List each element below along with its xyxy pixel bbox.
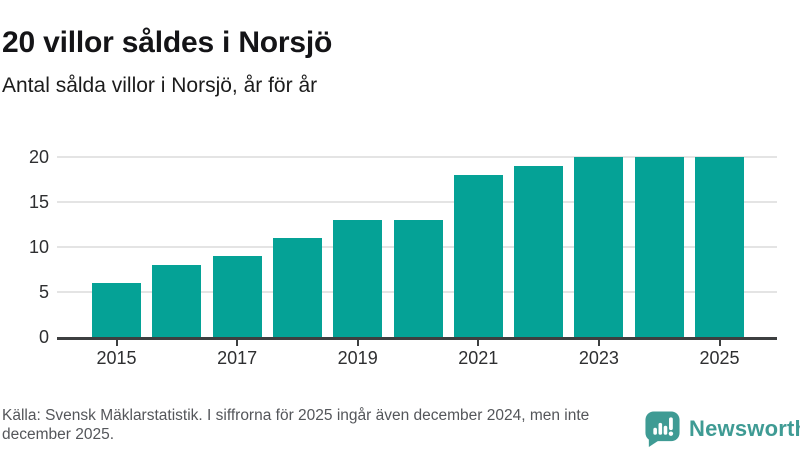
x-tick-2017 <box>236 340 239 346</box>
x-tick-label: 2019 <box>337 348 378 368</box>
chart-subtitle: Antal sålda villor i Norsjö, år för år <box>2 74 318 97</box>
bar-2025 <box>695 157 744 337</box>
x-tick-label: 2023 <box>578 348 619 368</box>
bar-2018 <box>272 238 322 337</box>
gridline-y-20 <box>57 156 777 158</box>
bar-2015 <box>92 283 141 337</box>
y-tick-label: 0 <box>38 327 49 347</box>
bar-2020 <box>393 220 443 337</box>
newsworthy-wordmark: Newsworthy <box>689 416 800 441</box>
x-axis-line <box>57 337 777 340</box>
source-note: Källa: Svensk Mäklarstatistik. I siffror… <box>2 407 590 443</box>
bar-2021 <box>453 175 503 337</box>
x-tick-2019 <box>356 340 359 346</box>
bar-2016 <box>152 265 202 337</box>
newsworthy-logo: Newsworthy <box>643 410 800 448</box>
chart-title: 20 villor såldes i Norsjö <box>2 26 333 60</box>
bar-2024 <box>634 157 684 337</box>
x-tick-2023 <box>597 340 600 346</box>
bar-2019 <box>333 220 383 337</box>
x-tick-2025 <box>718 340 721 346</box>
y-tick-label: 20 <box>28 147 49 167</box>
x-tick-label: 2015 <box>96 348 137 368</box>
bar-2023 <box>574 157 624 337</box>
x-tick-label: 2017 <box>217 348 258 368</box>
newsworthy-bubble-chart-icon <box>643 410 682 448</box>
gridline-y-15 <box>57 201 777 203</box>
bar-2022 <box>514 166 564 337</box>
y-tick-label: 15 <box>28 192 49 212</box>
x-tick-2021 <box>477 340 480 346</box>
y-tick-label: 10 <box>28 237 49 257</box>
x-tick-label: 2025 <box>699 348 740 368</box>
y-tick-label: 5 <box>38 282 49 302</box>
bar-2017 <box>212 256 262 337</box>
x-tick-2015 <box>115 340 118 346</box>
x-tick-label: 2021 <box>458 348 499 368</box>
plot-area: 0 5 10 15 20 2015 2017 2019 2021 2023 2025 <box>29 147 777 368</box>
